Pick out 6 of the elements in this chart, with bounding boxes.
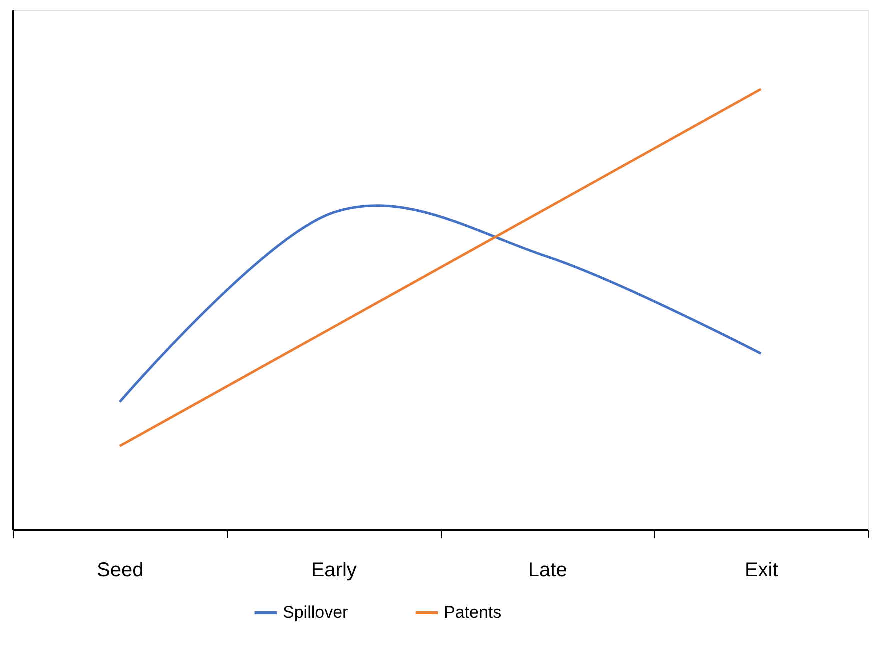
x-tick-label: Seed [97, 560, 144, 582]
legend-label: Patents [444, 603, 502, 622]
x-tick-label: Exit [744, 560, 779, 582]
x-tick-label: Early [311, 560, 357, 582]
x-tick-label: Late [528, 560, 568, 582]
legend-label: Spillover [283, 603, 349, 622]
